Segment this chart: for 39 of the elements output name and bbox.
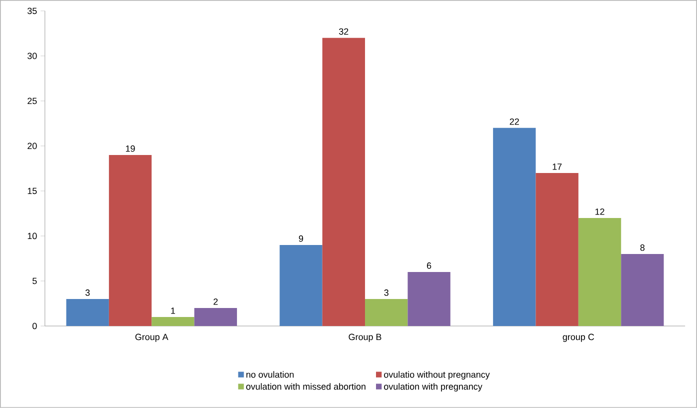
legend-label: ovulation with pregnancy (384, 383, 482, 392)
data-label: 3 (384, 289, 388, 296)
data-label: 8 (640, 244, 645, 251)
data-label: 2 (214, 298, 218, 305)
x-tick-label: Group B (348, 334, 382, 342)
data-label: 19 (126, 145, 135, 152)
bar (493, 128, 536, 326)
y-tick-label: 20 (28, 142, 37, 150)
data-label: 1 (171, 308, 176, 314)
legend-label: ovulatio without pregnancy (384, 371, 490, 380)
bar (621, 254, 664, 326)
bar (66, 299, 109, 326)
data-label: 3 (85, 289, 90, 296)
data-label: 32 (339, 28, 348, 35)
data-label: 12 (595, 208, 604, 215)
bar (322, 38, 366, 326)
bar (194, 308, 237, 326)
bar (280, 245, 322, 326)
data-label: 9 (298, 235, 304, 242)
bar (536, 172, 578, 326)
data-label: 17 (552, 164, 562, 170)
x-tick-label: group C (562, 334, 594, 342)
y-tick-label: 35 (28, 8, 37, 14)
y-tick-label: 10 (28, 232, 37, 240)
y-tick-label: 25 (28, 98, 37, 104)
bar (108, 154, 152, 326)
bar (408, 272, 450, 326)
y-tick-label: 15 (28, 188, 37, 194)
legend-label: no ovulation (246, 371, 294, 378)
data-label: 22 (510, 118, 519, 125)
bar (152, 317, 194, 326)
y-tick-label: 5 (32, 278, 37, 284)
data-label: 6 (426, 262, 432, 269)
x-tick-label: Group A (135, 334, 168, 342)
bar (365, 299, 408, 326)
y-tick-label: 0 (32, 322, 37, 330)
bar (578, 218, 622, 326)
y-tick-label: 30 (28, 52, 37, 60)
legend-label: ovulation with missed abortion (246, 383, 366, 390)
